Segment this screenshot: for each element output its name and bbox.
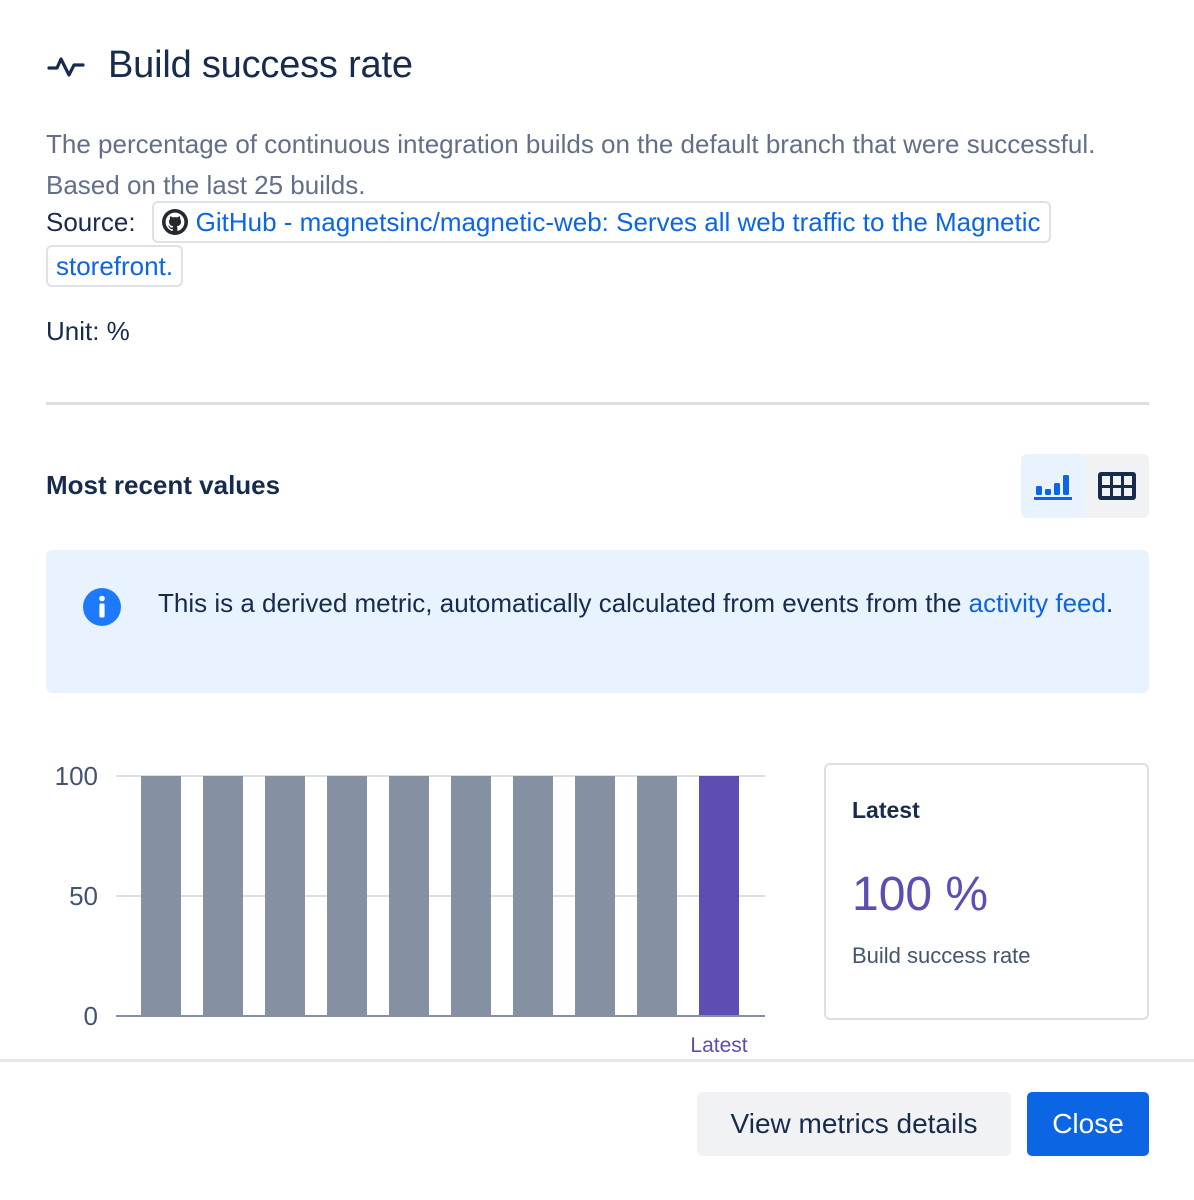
activity-pulse-icon [46,46,86,86]
table-view-button[interactable] [1085,454,1149,518]
info-text: This is a derived metric, automatically … [158,583,1118,623]
chart-view-button[interactable] [1021,454,1085,518]
bar [141,776,181,1016]
table-icon [1098,472,1136,500]
view-toggle [1021,454,1149,518]
bar [265,776,305,1016]
activity-feed-link[interactable]: activity feed [968,588,1106,618]
bar [327,776,367,1016]
bar [451,776,491,1016]
latest-value: 100 % [852,868,989,921]
bar [389,776,429,1016]
source-link[interactable]: GitHub - magnetsinc/magnetic-web: Serves… [46,201,1051,287]
info-icon [83,588,121,626]
y-tick-label: 50 [69,881,98,911]
section-title: Most recent values [46,470,281,500]
footer-divider [0,1059,1194,1062]
github-icon [161,209,188,235]
y-tick-label: 100 [55,761,98,791]
bar-chart-icon [1034,475,1072,500]
info-message: This is a derived metric, automatically … [158,588,969,618]
info-banner: This is a derived metric, automatically … [46,550,1149,693]
source-row: Source: GitHub - magnetsinc/magnetic-web:… [46,200,1166,288]
bar-chart: 0 50 100 Latest [55,761,765,1057]
latest-card-title: Latest [852,797,920,823]
bar [513,776,553,1016]
divider [46,402,1149,405]
bar [575,776,615,1016]
unit-label: Unit: % [46,316,130,346]
latest-metric-name: Build success rate [852,943,1031,968]
source-label: Source: [46,207,136,237]
latest-card: Latest 100 % Build success rate [824,763,1149,1020]
source-link-text: GitHub - magnetsinc/magnetic-web: Serves… [56,207,1041,281]
view-metrics-details-button[interactable]: View metrics details [697,1092,1011,1156]
info-suffix: . [1105,588,1114,618]
metric-description: The percentage of continuous integration… [46,129,1096,200]
x-tick-label: Latest [690,1034,747,1057]
bar [637,776,677,1016]
y-tick-label: 0 [84,1001,98,1031]
close-button[interactable]: Close [1027,1092,1149,1156]
bar-latest [699,776,739,1016]
modal-header: Build success rate [46,44,413,87]
bar [203,776,243,1016]
page-title: Build success rate [108,44,413,86]
